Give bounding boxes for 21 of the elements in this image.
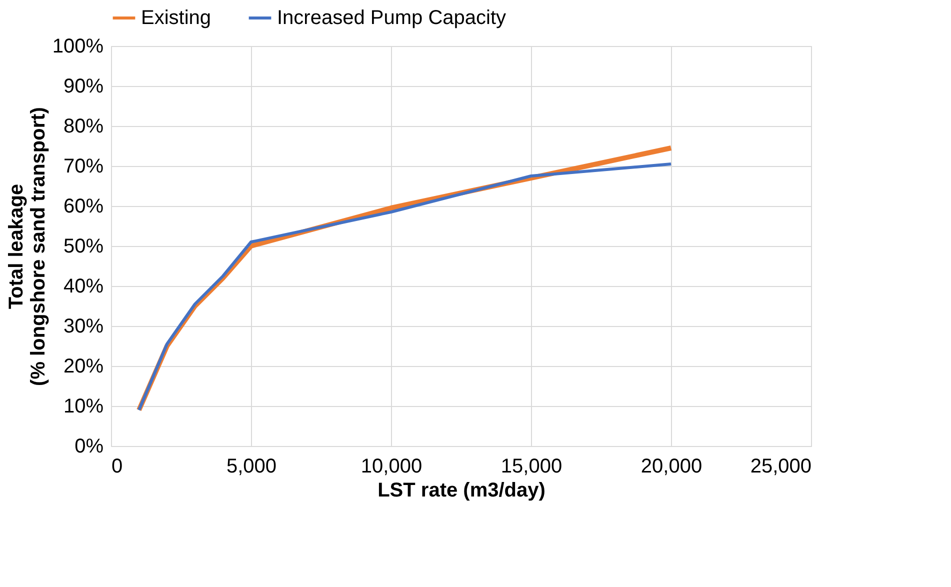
y-tick-label: 10% (63, 396, 104, 418)
x-axis-title: LST rate (m3/day) (378, 480, 546, 502)
legend-label: Existing (141, 7, 212, 29)
y-tick-label: 70% (63, 156, 104, 178)
y-tick-label: 40% (63, 276, 104, 298)
x-tick-label: 25,000 (750, 456, 812, 478)
y-tick-label: 90% (63, 76, 104, 98)
y-tick-label: 0% (74, 436, 104, 458)
x-tick-label: 15,000 (500, 456, 562, 478)
y-tick-label: 20% (63, 356, 104, 378)
x-tick-label: 5,000 (226, 456, 277, 478)
y-tick-label: 100% (52, 36, 104, 58)
x-tick-label: 0 (112, 456, 123, 478)
y-tick-label: 60% (63, 196, 104, 218)
y-tick-label: 80% (63, 116, 104, 138)
x-tick-label: 10,000 (360, 456, 422, 478)
y-axis-title: Total leakage (% longshore sand transport) (5, 107, 50, 386)
y-tick-label: 30% (63, 316, 104, 338)
x-tick-label: 20,000 (640, 456, 702, 478)
y-tick-label: 50% (63, 236, 104, 258)
legend-label: Increased Pump Capacity (277, 7, 506, 29)
